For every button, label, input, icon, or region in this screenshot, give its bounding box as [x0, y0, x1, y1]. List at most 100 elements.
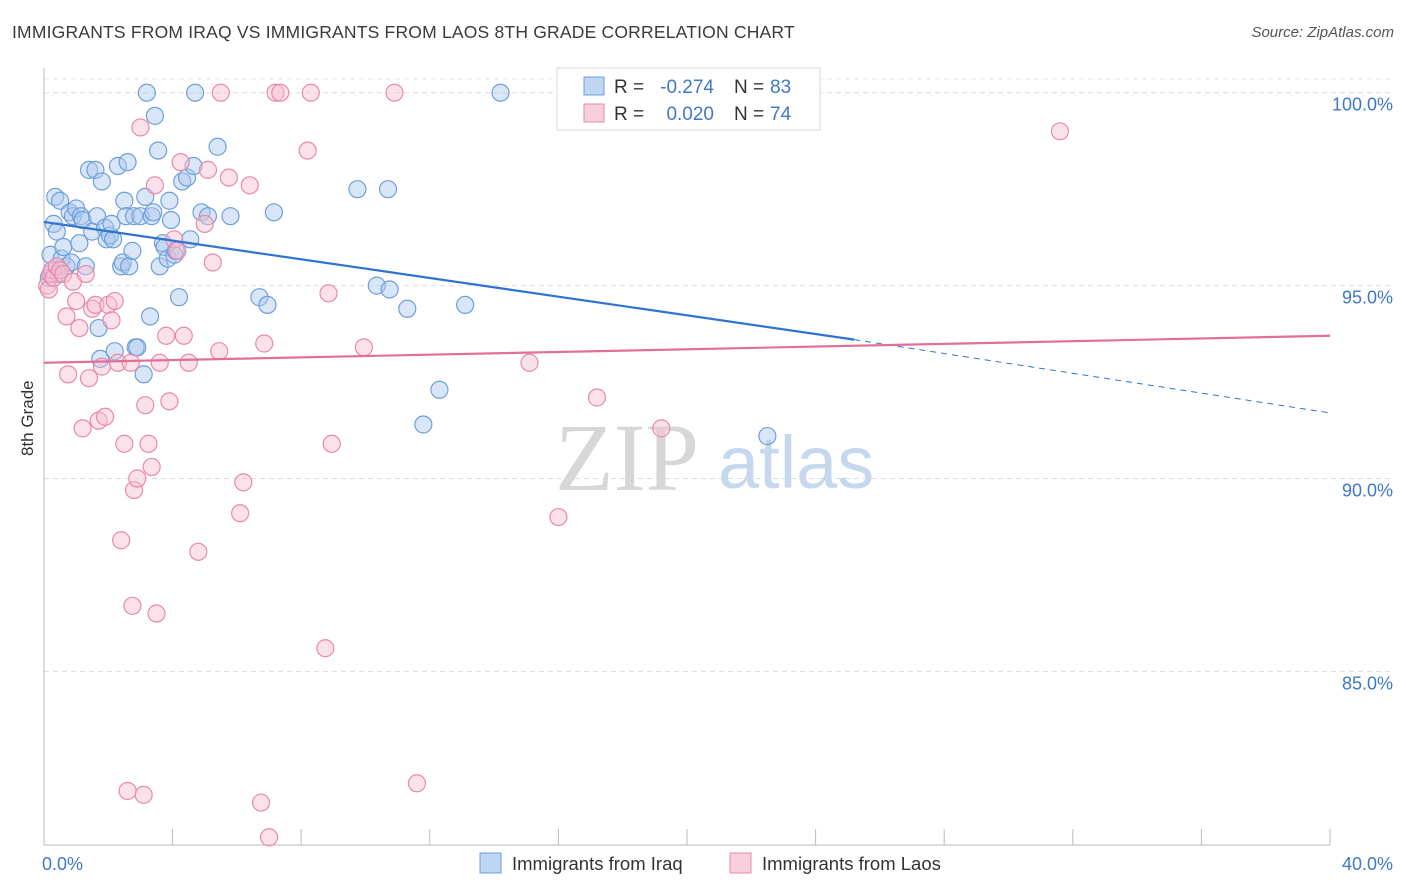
n-label: N = — [734, 104, 764, 125]
iraq-point — [134, 365, 153, 384]
laos-point — [139, 434, 158, 453]
watermark-zip: ZIP — [555, 404, 699, 511]
laos-point — [142, 457, 161, 477]
n-value: 83 — [770, 77, 791, 98]
watermark-atlas: atlas — [718, 421, 874, 504]
iraq-point — [186, 83, 205, 102]
iraq-point — [177, 168, 197, 187]
trend-lines — [43, 220, 1331, 414]
iraq-point — [380, 280, 399, 299]
iraq-point — [145, 106, 165, 125]
r-label: R = — [614, 104, 644, 125]
laos-point — [171, 153, 190, 172]
laos-point — [157, 326, 176, 345]
laos-point — [79, 369, 99, 388]
chart-title: IMMIGRANTS FROM IRAQ VS IMMIGRANTS FROM … — [12, 22, 795, 42]
iraq-point — [258, 295, 277, 315]
laos-point — [189, 542, 208, 561]
laos-point — [520, 353, 539, 372]
laos-point — [108, 353, 128, 372]
iraq-point — [264, 203, 283, 222]
y-tick-label: 90.0% — [1342, 481, 1393, 501]
iraq-series-swatch — [479, 852, 502, 874]
laos-point — [57, 307, 76, 326]
iraq-point — [140, 307, 160, 326]
laos-point — [219, 168, 238, 187]
tick-labels: 100.0% 95.0% 90.0% 85.0% 0.0% 40.0% — [42, 95, 1393, 874]
laos-point — [105, 291, 124, 311]
laos-point — [59, 365, 78, 384]
iraq-point — [414, 415, 433, 434]
iraq-point — [758, 426, 777, 446]
laos-point — [251, 793, 271, 812]
data-points — [38, 83, 1070, 847]
x-tick-label: 0.0% — [42, 854, 83, 874]
iraq-point — [160, 191, 179, 210]
laos-point — [652, 419, 671, 438]
iraq-point — [221, 207, 240, 226]
y-tick-label: 95.0% — [1342, 288, 1393, 308]
laos-point — [198, 160, 218, 179]
iraq-point — [128, 338, 147, 357]
laos-point — [407, 774, 427, 793]
laos-point — [112, 531, 131, 550]
laos-point — [70, 318, 89, 338]
n-label: N = — [734, 77, 764, 98]
gridlines — [44, 78, 1392, 672]
r-value: 0.020 — [666, 104, 714, 125]
watermark: ZIP atlas — [555, 404, 874, 511]
iraq-point — [91, 349, 110, 369]
iraq-point — [208, 137, 227, 156]
iraq-point — [348, 180, 367, 199]
iraq-point — [456, 295, 475, 315]
laos-point — [211, 83, 230, 102]
iraq-legend-swatch — [583, 76, 605, 96]
laos-series-label: Immigrants from Laos — [762, 853, 941, 874]
laos-point — [136, 396, 155, 415]
y-tick-label: 100.0% — [1332, 95, 1393, 115]
laos-point — [259, 828, 279, 847]
r-value: -0.274 — [660, 77, 714, 98]
laos-point — [255, 334, 274, 353]
iraq-point — [398, 299, 417, 318]
laos-point — [266, 83, 285, 102]
iraq-point — [378, 180, 398, 199]
iraq-point — [115, 191, 134, 210]
iraq-point — [124, 207, 144, 226]
axes — [43, 68, 1331, 846]
stats-legend: R = -0.274 N = 83 R = 0.020 N = 74 — [556, 67, 821, 131]
n-value: 74 — [770, 104, 792, 125]
laos-trend-line — [43, 334, 1331, 364]
laos-point — [210, 342, 229, 361]
laos-point — [150, 353, 169, 372]
laos-point — [316, 639, 335, 658]
iraq-point — [161, 210, 181, 230]
iraq-point — [149, 141, 168, 160]
iraq-point — [123, 241, 142, 260]
laos-point — [203, 253, 222, 272]
laos-series-swatch — [729, 852, 752, 874]
iraq-point — [108, 156, 128, 176]
laos-point — [131, 118, 150, 137]
laos-point — [102, 311, 121, 330]
laos-point — [73, 419, 92, 438]
iraq-point — [144, 203, 163, 222]
laos-point — [174, 326, 193, 345]
laos-point — [54, 264, 73, 284]
iraq-point — [430, 380, 449, 399]
iraq-point — [92, 172, 111, 191]
iraq-point — [137, 83, 156, 102]
x-tick-label: 40.0% — [1342, 854, 1393, 874]
iraq-point — [105, 342, 124, 361]
r-label: R = — [614, 77, 644, 98]
laos-point — [549, 507, 568, 527]
y-tick-label: 85.0% — [1342, 673, 1393, 693]
laos-point — [160, 392, 179, 411]
laos-point — [1050, 122, 1070, 141]
laos-point — [271, 83, 290, 102]
laos-point — [231, 504, 250, 523]
laos-point — [385, 83, 404, 102]
laos-point — [145, 176, 165, 195]
laos-point — [134, 785, 153, 804]
